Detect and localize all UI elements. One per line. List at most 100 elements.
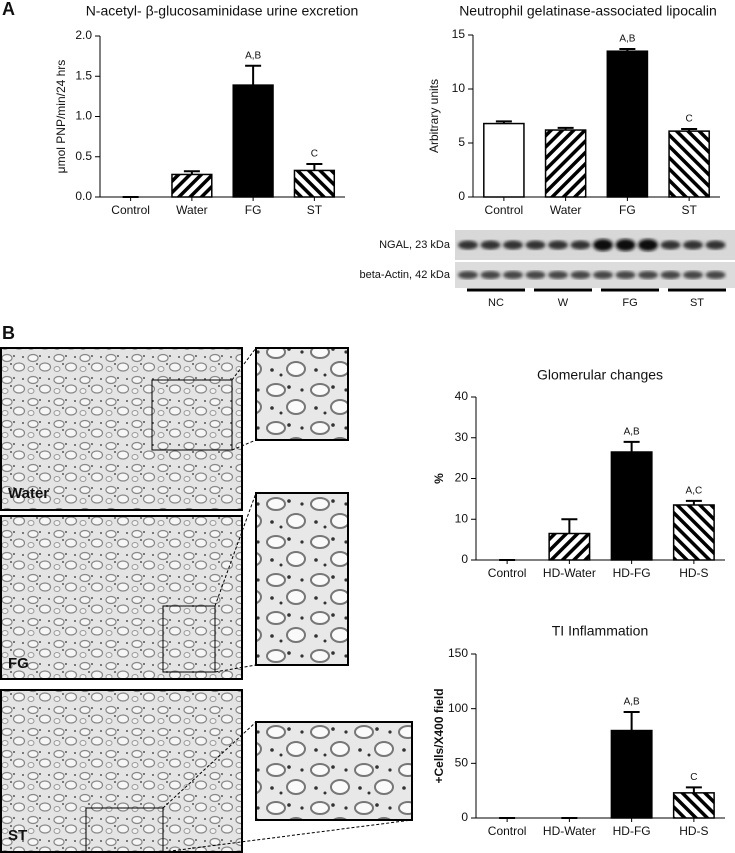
x-tick-label: Control [485,203,524,217]
y-tick-label: 1.5 [75,68,92,82]
bar [672,504,715,561]
blot-group-label: ST [690,297,704,309]
y-tick-label: 50 [455,756,469,770]
bar-annotation: A,B [624,426,640,437]
blot-band [638,239,658,251]
blot-band [638,271,658,279]
blot-band [705,271,726,279]
micrograph-zoom [255,721,413,821]
bar [483,122,525,198]
y-tick-label: 2.0 [75,28,92,42]
y-tick-label: 15 [452,27,466,41]
bar-annotation: C [690,772,697,783]
blot-band [615,271,636,279]
error-bar [306,162,323,171]
blot-band [480,271,501,279]
blot-band [593,239,613,251]
y-tick-label: 0.5 [75,149,92,163]
y-tick-label: 20 [455,471,469,485]
inset-box [85,807,164,853]
y-tick-label: 0 [461,552,468,566]
bar [232,84,274,198]
bar [610,451,653,561]
micrograph [0,689,243,853]
chart-title: TI Inflammation [552,623,648,639]
micrograph [0,347,243,511]
bar-annotation: A,C [686,486,703,497]
western-blot: NGAL, 23 kDa beta-Actin, 42 kDa NC W FG ST [360,230,735,309]
blot-band [548,240,568,250]
y-tick-label: 0 [461,810,468,824]
blot-band [660,271,681,279]
error-bar [619,48,636,52]
error-bar [623,710,640,731]
x-tick-label: FG [619,203,636,217]
x-tick-label: HD-FG [613,824,651,838]
blot-row-label: NGAL, 23 kDa [379,239,451,251]
micrographs: Water FG ST [0,347,413,853]
panel-letter: B [2,323,15,343]
x-tick-label: HD-S [679,824,708,838]
bar [606,50,649,198]
chart-title: N-acetyl- β-glucosaminidase urine excret… [86,3,359,19]
micrograph [0,515,243,680]
y-tick-label: 100 [448,701,468,715]
y-axis-label: % [432,473,446,484]
connector [214,492,257,607]
y-tick-label: 10 [455,511,469,525]
bar [672,792,715,819]
error-bar [183,170,200,175]
bar [293,169,336,198]
bar-annotation: A,B [624,697,640,708]
blot-group-label: NC [488,297,504,309]
micrograph-label: ST [8,827,27,844]
error-bar [623,440,640,453]
y-tick-label: 30 [455,430,469,444]
connector [162,819,413,853]
x-tick-label: Control [488,566,527,580]
bar-annotation: C [686,114,693,125]
blot-band [593,271,613,279]
x-tick-label: HD-Water [543,824,596,838]
bar [544,129,587,198]
blot-band [570,240,591,250]
error-bar [561,518,578,534]
y-tick-label: 5 [458,135,465,149]
blot-group-label: W [558,297,569,309]
bar [668,130,710,198]
error-bar [495,120,512,124]
bar-annotation: A,B [619,34,635,45]
x-tick-label: ST [681,203,697,217]
x-tick-label: ST [307,203,323,217]
blot-band [525,271,546,279]
connector [231,439,257,451]
bar [548,532,591,561]
error-bar [685,786,702,793]
error-bar [681,127,698,132]
y-axis-label: μmol PNP/min/24 hrs [54,60,68,174]
y-tick-label: 1.0 [75,109,92,123]
inset-box [162,605,216,673]
y-tick-label: 0.0 [75,189,92,203]
error-bar [245,64,262,86]
connector [162,721,257,809]
blot-band [458,271,478,279]
bar [610,729,653,819]
blot-band [548,271,568,279]
micrograph-zoom [255,492,349,666]
error-bar [557,126,574,131]
blot-band [458,240,478,250]
connector [214,664,257,673]
blot-band [660,240,681,250]
x-tick-label: Control [488,824,527,838]
chart-title: Glomerular changes [537,367,663,383]
y-tick-label: 40 [455,389,469,403]
inset-box [151,379,233,451]
panel-letter: A [2,0,15,19]
x-tick-label: HD-Water [543,566,596,580]
y-axis-label: Arbitrary units [427,79,441,153]
blot-band [683,271,703,279]
blot-group-label: FG [622,297,637,309]
micrograph-label: FG [8,655,29,672]
